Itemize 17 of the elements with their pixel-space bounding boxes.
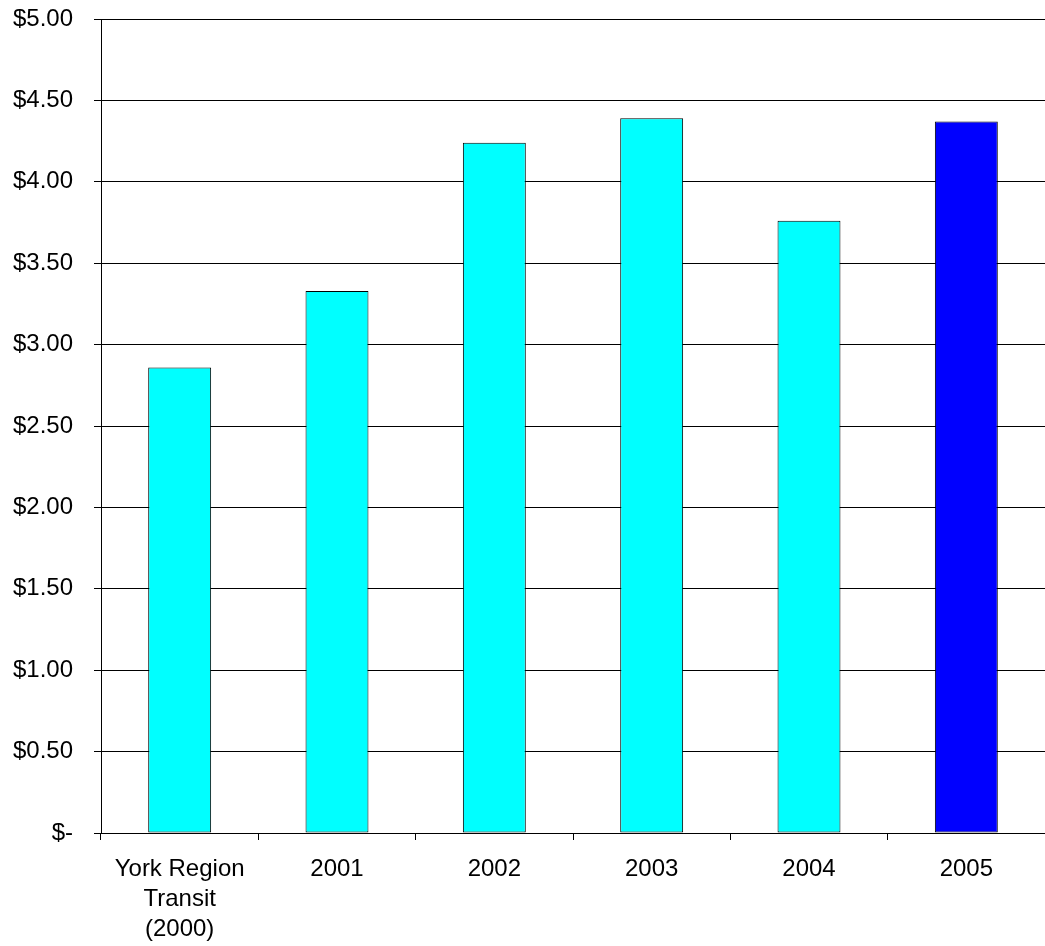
y-tick-label: $2.00: [12, 492, 73, 520]
y-tick-label: $4.50: [12, 85, 73, 113]
x-tick-label: 2001: [310, 853, 364, 881]
y-tick-label: $1.50: [12, 573, 73, 601]
x-tick-label: 2002: [467, 853, 522, 881]
y-tick-label: $3.00: [12, 329, 73, 357]
x-tick-label: 2004: [782, 853, 836, 881]
y-tick-label: $1.00: [12, 654, 73, 682]
y-tick-label: $4.00: [12, 166, 73, 194]
x-tick-label: 2005: [939, 853, 994, 881]
y-tick-label: $2.50: [12, 410, 73, 438]
y-tick-label: $5.00: [12, 3, 73, 31]
x-tick-label: York Region Transit (2000): [114, 853, 245, 941]
y-tick-label: $-: [51, 817, 73, 845]
x-tick-label: 2003: [624, 853, 679, 881]
y-tick-label: $3.50: [12, 247, 73, 275]
y-tick-label: $0.50: [12, 736, 73, 764]
